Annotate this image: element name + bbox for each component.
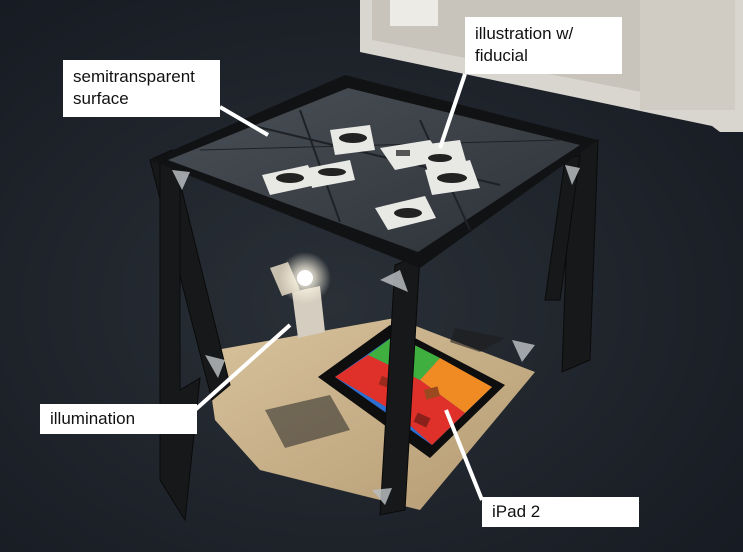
illustration-fiducial-label-line1: illustration w/	[475, 24, 574, 43]
illumination-label: illumination	[40, 404, 197, 434]
illumination-label-text: illumination	[50, 409, 136, 428]
illustration-cards	[262, 125, 480, 230]
label-pointer-lines	[193, 73, 484, 501]
semitransparent-surface-label-line1: semitransparent	[73, 67, 195, 86]
glass-top-surface	[150, 75, 598, 268]
semitransparent-surface-label-line2: surface	[73, 89, 129, 108]
illustration-fiducial-label-line2: fiducial	[475, 46, 528, 65]
ipad-label: iPad 2	[482, 497, 639, 527]
ipad-label-text: iPad 2	[492, 502, 541, 521]
corner-brackets	[172, 165, 580, 505]
semitransparent-surface-label: semitransparent surface	[63, 60, 220, 117]
illustration-fiducial-label: illustration w/ fiducial	[465, 17, 622, 74]
illumination-lamp	[270, 252, 331, 338]
